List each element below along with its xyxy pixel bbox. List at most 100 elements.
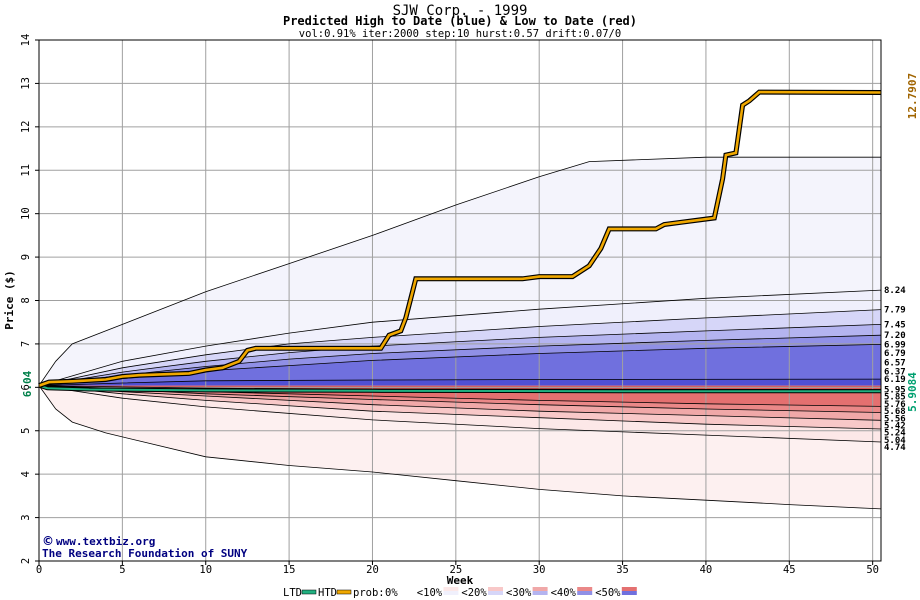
percentile-labels: 8.24 7.79 7.457.206.996.796.576.376.195.95…: [884, 286, 906, 453]
band-boundaries: [38, 156, 882, 510]
y-tick-label: 10: [20, 207, 32, 220]
legend-ltd-label: LTD: [283, 587, 302, 599]
envelope-high-area: [39, 157, 881, 386]
x-tick-label: 50: [866, 564, 879, 576]
x-tick-label: 0: [36, 564, 42, 576]
probability-bands: [39, 157, 881, 509]
y-tick-label: 11: [20, 164, 32, 177]
legend-htd-label: HTD: [318, 587, 337, 599]
x-tick-label: 45: [783, 564, 796, 576]
y-tick-label: 3: [20, 514, 32, 520]
percentile-label: 5.68: [884, 407, 906, 417]
legend-swatch-blue: [532, 591, 548, 595]
envelope-low-area: [39, 385, 881, 509]
high-band-2: [39, 309, 881, 386]
percentile-label: 7.20: [884, 331, 906, 341]
percentile-label: 6.99: [884, 340, 906, 350]
legend-swatch-red: [488, 587, 503, 591]
x-tick-label: 10: [199, 564, 212, 576]
percentile-label: 6.57: [884, 359, 906, 369]
percentile-label: 5.56: [884, 414, 906, 424]
low-band-2: [39, 385, 881, 429]
legend-prob-prefix: prob:: [353, 587, 385, 599]
low-band-3: [39, 385, 881, 421]
y-axis-label: Price ($): [3, 270, 16, 330]
legend-item-label: <30%: [506, 587, 532, 599]
y-tick-label: 13: [20, 77, 32, 90]
high-band-line-core: [38, 378, 882, 386]
credit-site: www.textbiz.org: [56, 535, 155, 548]
y-tick-label: 2: [20, 558, 32, 564]
htd-final-label: 12.7907: [906, 73, 919, 119]
legend-swatch-red: [398, 587, 414, 591]
legend-htd-swatch: [336, 589, 352, 595]
low-band-line-2: [38, 385, 882, 430]
envelope-low-line: [38, 385, 882, 510]
legend-swatch-blue: [621, 591, 637, 595]
x-tick-label: 5: [119, 564, 125, 576]
x-tick-label: 20: [366, 564, 379, 576]
legend-swatch-blue: [488, 591, 503, 595]
y-tick-label: 8: [20, 297, 32, 303]
percentile-label: 5.85: [884, 393, 906, 403]
legend-swatch-blue: [398, 591, 414, 595]
htd-series: [38, 90, 882, 387]
percentile-label: 7.45: [884, 320, 906, 330]
y-tick-label: 5: [20, 428, 32, 434]
series-layer: [38, 89, 882, 394]
y-tick-label: 4: [20, 471, 32, 477]
chart-params: vol:0.91% iter:2000 step:10 hurst:0.57 d…: [299, 28, 621, 40]
chart-title: SJW Corp. - 1999: [393, 3, 528, 19]
y-tick-label: 9: [20, 254, 32, 260]
x-axis-label: Week: [447, 574, 474, 587]
credits: © www.textbiz.org The Research Foundatio…: [42, 534, 248, 560]
x-tick-label: 40: [700, 564, 713, 576]
low-band-line-1: [38, 385, 882, 443]
chart-subtitle: Predicted High to Date (blue) & Low to D…: [283, 14, 637, 28]
envelope-high-line: [38, 156, 881, 386]
legend-swatch-blue: [577, 591, 593, 595]
start-price-label: 6.04: [21, 370, 34, 397]
high-band-line-2: [38, 309, 882, 386]
legend: LTD HTD prob: 0% <10% <20% <30% <40% <50%: [283, 587, 637, 599]
ltd-series: [38, 384, 882, 393]
x-tick-label: 25: [450, 564, 463, 576]
ltd-final-label: 5.9084: [906, 372, 919, 412]
percentile-label: 6.19: [884, 375, 906, 385]
low-band-1: [39, 385, 881, 442]
x-tick-label: 15: [283, 564, 296, 576]
percentile-label: 5.95: [884, 386, 906, 396]
percentile-label: 6.37: [884, 367, 906, 377]
percentile-label: 5.76: [884, 400, 906, 410]
legend-swatch-red: [577, 587, 593, 591]
percentile-label: 6.79: [884, 349, 906, 359]
legend-swatch-red: [621, 587, 637, 591]
high-band-4: [39, 335, 881, 386]
percentile-label: 5.42: [884, 422, 906, 432]
percentile-label: 7.79: [884, 306, 906, 316]
legend-item-label: <50%: [595, 587, 621, 599]
legend-item-label: 0%: [385, 587, 398, 599]
legend-ltd-swatch: [301, 589, 317, 595]
high-band-5: [39, 344, 881, 386]
x-tick-label: 30: [533, 564, 546, 576]
low-band-4: [39, 385, 881, 413]
high-band-3: [39, 324, 881, 386]
y-tick-label: 12: [20, 121, 32, 134]
y-tick-label: 7: [20, 341, 32, 347]
percentile-label: 4.74: [884, 443, 906, 453]
legend-swatch-blue: [443, 591, 459, 595]
legend-swatch-red: [532, 587, 548, 591]
x-tick-label: 35: [616, 564, 629, 576]
legend-item-label: <40%: [551, 587, 577, 599]
percentile-label: 8.24: [884, 286, 906, 296]
percentile-label: 5.04: [884, 436, 906, 446]
legend-swatch-red: [443, 587, 459, 591]
percentile-label: 5.24: [884, 429, 906, 439]
y-tick-label: 14: [20, 34, 32, 47]
y-tick-label: 6: [20, 384, 32, 390]
copyright-icon: ©: [42, 534, 54, 548]
legend-item-label: <10%: [417, 587, 443, 599]
